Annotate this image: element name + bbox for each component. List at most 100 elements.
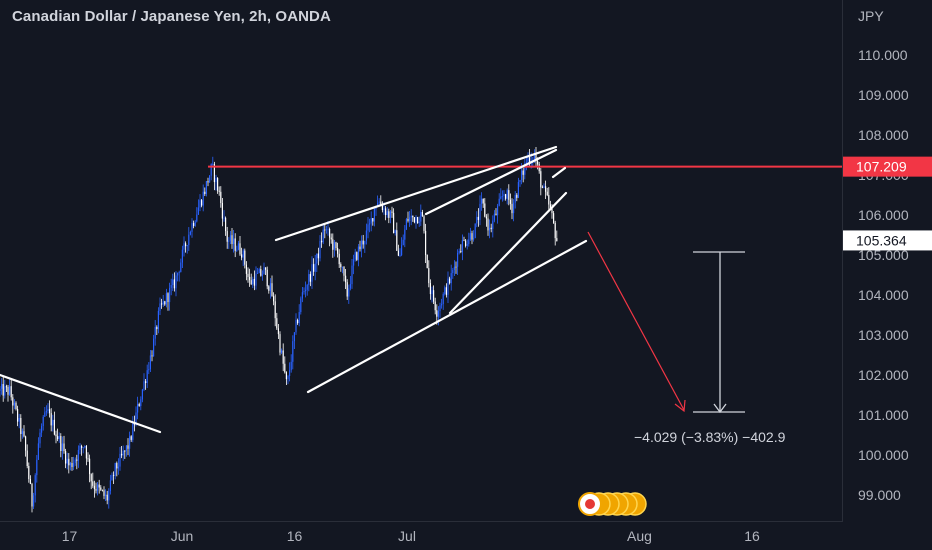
- candle-body: [274, 301, 276, 319]
- candle-body: [481, 198, 483, 204]
- candle-body: [356, 252, 358, 260]
- candle-body: [113, 474, 115, 476]
- candle-body: [538, 164, 540, 172]
- candle-body: [277, 328, 279, 335]
- candle-body: [74, 459, 76, 463]
- candle-body: [332, 239, 334, 250]
- candle-body: [386, 211, 388, 216]
- candle-body: [322, 229, 324, 243]
- candle-body: [242, 250, 244, 258]
- candle-body: [503, 194, 505, 197]
- candle-body: [109, 480, 111, 492]
- candle-body: [129, 436, 131, 449]
- candle-body: [257, 273, 259, 274]
- wedge-lower-line[interactable]: [306, 239, 588, 394]
- projection-arrow[interactable]: [587, 231, 685, 411]
- y-tick-label: 105.000: [858, 247, 909, 263]
- candle-body: [450, 273, 452, 284]
- candle-body: [5, 386, 7, 388]
- candle-body: [501, 196, 503, 197]
- events-icon[interactable]: [578, 492, 647, 516]
- candle-body: [457, 252, 459, 267]
- candle-body: [106, 494, 108, 501]
- candle-body: [253, 278, 255, 286]
- candle-body: [508, 190, 510, 200]
- candle-body: [181, 249, 183, 263]
- candle-body: [233, 238, 235, 244]
- candle-body: [119, 453, 121, 467]
- candle-body: [140, 399, 142, 407]
- wedge-upper-line[interactable]: [274, 145, 558, 242]
- candle-body: [97, 484, 99, 491]
- candle-body: [95, 489, 97, 491]
- candle-body: [468, 239, 470, 245]
- wedge-inner-upper-line[interactable]: [424, 148, 558, 216]
- candle-body: [313, 264, 315, 272]
- candle-body: [370, 218, 372, 224]
- candle-body: [458, 251, 460, 253]
- candle-body: [436, 310, 438, 317]
- candle-body: [477, 216, 479, 220]
- candle-body: [209, 175, 211, 183]
- candle-body: [47, 409, 49, 411]
- candle-body: [354, 252, 356, 260]
- candle-body: [220, 191, 222, 203]
- candle-body: [0, 388, 1, 391]
- candle-body: [533, 154, 535, 161]
- candle-body: [309, 274, 311, 282]
- wedge-tip-line[interactable]: [551, 166, 567, 179]
- candle-body: [399, 255, 401, 256]
- candle-body: [433, 290, 435, 302]
- candle-body: [417, 216, 419, 224]
- candle-body: [364, 240, 366, 245]
- candle-body: [228, 240, 230, 242]
- candle-body: [281, 350, 283, 353]
- y-tick-label: 108.000: [858, 127, 909, 143]
- candle-body: [114, 463, 116, 476]
- candle-body: [57, 436, 59, 440]
- candle-body: [319, 240, 321, 259]
- candle-body: [540, 171, 542, 188]
- candle-body: [449, 278, 451, 284]
- candle-body: [548, 195, 550, 205]
- trendline-left[interactable]: [0, 373, 162, 434]
- candle-body: [15, 402, 17, 410]
- candle-body: [393, 212, 395, 234]
- candle-body: [212, 163, 214, 165]
- candle-body: [218, 190, 220, 192]
- candle-body: [261, 274, 263, 276]
- candle-body: [124, 450, 126, 452]
- candle-body: [169, 287, 171, 303]
- candle-body: [17, 409, 19, 422]
- candle-body: [439, 305, 441, 312]
- candle-body: [135, 412, 137, 425]
- candle-body: [367, 224, 369, 231]
- wedge-inner-lower-line[interactable]: [448, 191, 568, 315]
- candle-body: [437, 311, 439, 317]
- candle-body: [185, 243, 187, 247]
- candle-body: [90, 474, 92, 482]
- candle-body: [101, 489, 103, 491]
- candle-body: [189, 231, 191, 235]
- candle-body: [527, 157, 529, 163]
- candle-body: [346, 282, 348, 297]
- candle-body: [268, 286, 270, 291]
- candle-body: [226, 231, 228, 242]
- candle-body: [348, 288, 350, 297]
- y-tick-label: 106.000: [858, 207, 909, 223]
- candle-body: [497, 205, 499, 216]
- candle-body: [421, 212, 423, 217]
- y-tick-label: 104.000: [858, 287, 909, 303]
- candle-body: [157, 310, 159, 330]
- event-dot: [585, 499, 595, 509]
- x-tick-label: Jul: [398, 528, 416, 544]
- candle-body: [215, 177, 217, 183]
- candle-body: [357, 246, 359, 260]
- candle-body: [359, 246, 361, 250]
- candle-body: [391, 211, 393, 213]
- candle-body: [234, 238, 236, 251]
- candle-body: [125, 445, 127, 451]
- candle-body: [305, 289, 307, 292]
